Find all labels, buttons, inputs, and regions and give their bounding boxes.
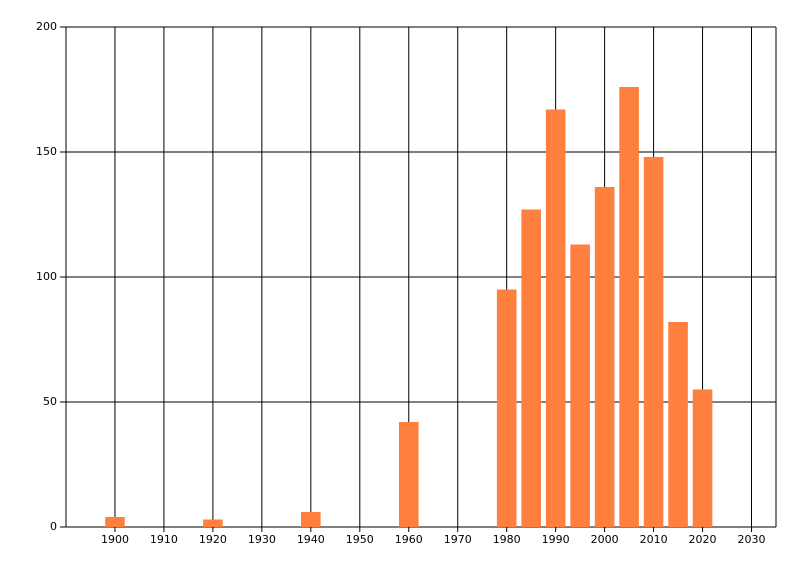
bar xyxy=(301,512,321,527)
bar xyxy=(643,157,664,527)
bar xyxy=(398,422,419,527)
bar xyxy=(203,519,223,527)
y-tick-label: 200 xyxy=(36,20,57,33)
bar xyxy=(545,109,566,527)
x-tick-label: 2010 xyxy=(640,533,668,546)
x-tick-label: 1920 xyxy=(199,533,227,546)
y-tick-label: 0 xyxy=(50,520,57,533)
x-tick-label: 2020 xyxy=(689,533,717,546)
x-tick-label: 1970 xyxy=(444,533,472,546)
x-tick-label: 2000 xyxy=(591,533,619,546)
x-tick-label: 1960 xyxy=(395,533,423,546)
x-tick-label: 1900 xyxy=(101,533,129,546)
x-tick-label: 1910 xyxy=(150,533,178,546)
x-tick-label: 1940 xyxy=(297,533,325,546)
y-tick-label: 50 xyxy=(43,395,57,408)
x-tick-label: 1950 xyxy=(346,533,374,546)
bar xyxy=(594,187,615,527)
bar xyxy=(496,289,517,527)
bar xyxy=(570,244,590,527)
bar xyxy=(692,389,713,527)
bar xyxy=(619,87,639,527)
x-tick-label: 1930 xyxy=(248,533,276,546)
bar xyxy=(668,322,688,527)
x-tick-label: 1990 xyxy=(542,533,570,546)
bar xyxy=(105,517,125,527)
y-tick-label: 100 xyxy=(36,270,57,283)
bar xyxy=(521,209,541,527)
x-tick-label: 2030 xyxy=(738,533,766,546)
x-tick-label: 1980 xyxy=(493,533,521,546)
y-tick-label: 150 xyxy=(36,145,57,158)
